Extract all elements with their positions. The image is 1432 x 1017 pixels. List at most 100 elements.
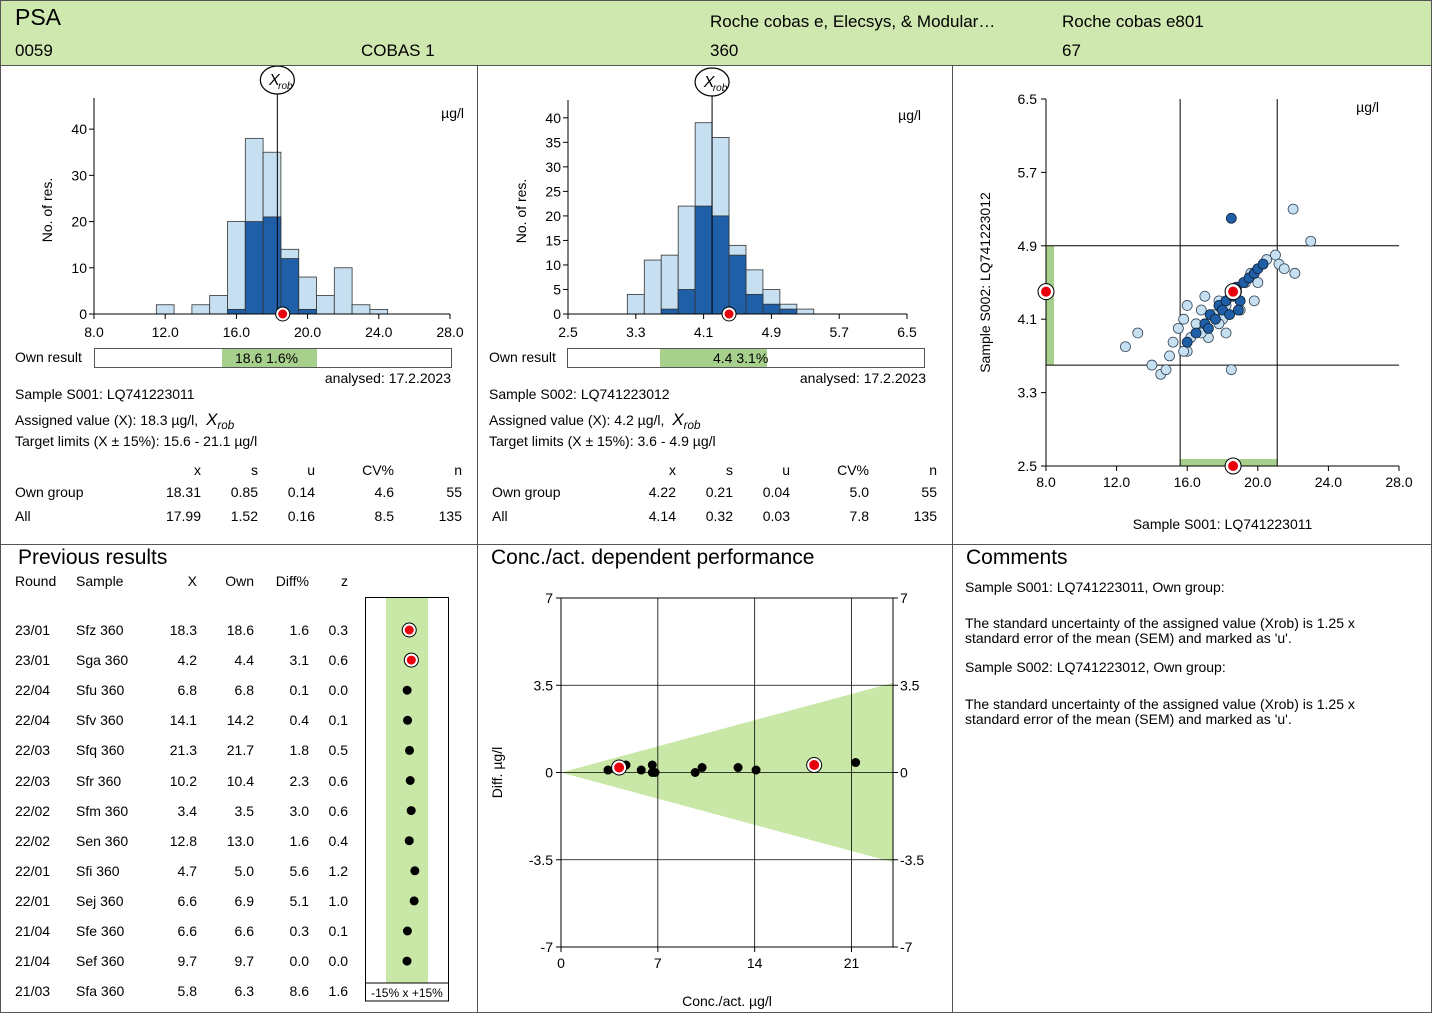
previous-results-title: Previous results	[18, 546, 168, 569]
previous-results-cell: 4.7	[177, 862, 197, 879]
scatter-point-all	[1178, 313, 1190, 325]
y-tick-label: 15	[545, 232, 561, 248]
unit-label: µg/l	[1356, 99, 1379, 115]
scatter-point-all	[1252, 277, 1264, 288]
previous-results-cell: 0.6	[328, 652, 348, 669]
xrob-label-sub: rob	[278, 81, 293, 92]
y-tick-label: -3.5	[529, 852, 553, 868]
previous-results-cell: 1.8	[289, 742, 309, 759]
histogram-bar-own	[298, 308, 317, 315]
performance-point	[733, 763, 743, 773]
y-tick-label: 30	[71, 167, 87, 183]
stats-cell: 17.99	[165, 508, 201, 524]
previous-results-cell: 2.3	[289, 772, 309, 789]
scatter-point-all	[1132, 327, 1144, 339]
scatter-point-own	[1202, 322, 1214, 334]
stats-header: u	[307, 462, 315, 478]
x-tick-label: 14	[747, 955, 763, 971]
previous-results-cell: 21/04	[15, 953, 51, 970]
previous-results-cell: Sfe 360	[76, 923, 125, 939]
scatter-point-all	[1167, 336, 1179, 348]
y-tick-label: 0	[545, 765, 553, 781]
comments-panel: Comments Sample S001: LQ741223011, Own g…	[952, 544, 1432, 1013]
histogram-bar-own	[694, 205, 713, 315]
comment-line: Sample S001: LQ741223011, Own group:	[965, 579, 1225, 595]
scatter-point-all	[1181, 300, 1193, 311]
scatter-point-own	[1210, 313, 1221, 325]
own-result-value: 18.6 1.6%	[235, 350, 299, 366]
histogram-bar-all	[626, 293, 645, 315]
previous-results-cell: 0.0	[328, 682, 348, 699]
previous-results-cell: 3.0	[289, 802, 309, 819]
previous-results-cell: 21.7	[226, 742, 254, 759]
y-tick-label: 5.7	[1018, 164, 1038, 180]
histogram-bar-all	[227, 221, 246, 315]
histogram-bar-all	[333, 267, 353, 315]
previous-results-header: Sample	[76, 573, 124, 589]
previous-results-cell: 6.6	[177, 923, 197, 939]
previous-results-cell: 0.5	[328, 742, 348, 759]
own-result-bar-fill	[222, 349, 317, 367]
stats-cell: 135	[438, 508, 462, 524]
y-tick-label: 35	[545, 134, 561, 150]
analysed-date: analysed: 17.2.2023	[799, 370, 926, 386]
x-tick-label: 2.5	[558, 324, 578, 340]
previous-results-diff-plot: -15% x +15%	[365, 597, 449, 1002]
scatter-point-all	[1287, 203, 1299, 215]
x-tick-label: 8.0	[1036, 474, 1056, 490]
unit-label: µg/l	[441, 105, 464, 121]
previous-results-cell: Sfq 360	[76, 742, 125, 759]
previous-results-cell: 22/03	[15, 742, 51, 759]
previous-results-cell: 9.7	[234, 953, 254, 970]
scatter-point-own	[1257, 258, 1269, 270]
performance-point	[697, 763, 707, 773]
scatter-point-all	[1225, 364, 1237, 376]
y-tick-label: 3.5	[534, 677, 554, 693]
previous-results-cell: 1.6	[289, 622, 309, 638]
histogram-bar-all	[369, 308, 389, 315]
sample2-histogram: 0 5 10 15 20 25 30 35 40 2.5 3.3 4.1 4.9 5.7 6.5 Xrob µg…	[513, 67, 921, 340]
own-result-point	[1228, 286, 1239, 297]
histogram-bar-own	[745, 293, 764, 315]
stats-header: n	[929, 462, 937, 478]
scatter-point-all	[1164, 350, 1175, 362]
previous-results-cell: 4.2	[177, 652, 197, 669]
previous-results-cell: Sef 360	[76, 953, 125, 970]
previous-results-cell: 18.3	[169, 622, 197, 638]
previous-results-cell: Sfu 360	[76, 682, 125, 699]
previous-results-cell: 3.1	[289, 652, 309, 669]
x-tick-label: 4.9	[762, 324, 782, 340]
histogram-bar-all	[155, 304, 175, 315]
xrob-symbol: X	[672, 410, 684, 429]
previous-results-cell: 0.6	[328, 772, 348, 789]
scatter-point-all	[1199, 290, 1211, 302]
y-tick-label-right: 0	[900, 765, 908, 781]
y-tick-label: 4.9	[1018, 238, 1038, 254]
previous-results-cell: 0.0	[289, 953, 309, 970]
histogram-bar-own	[779, 308, 798, 315]
previous-result-point	[405, 745, 415, 755]
previous-results-cell: 14.2	[226, 712, 254, 729]
comments-title: Comments	[966, 546, 1068, 569]
stats-cell: 0.14	[287, 484, 315, 500]
previous-results-cell: 6.3	[234, 983, 254, 1000]
xrob-marker	[694, 67, 730, 97]
x-tick-label: 7	[654, 955, 662, 971]
scatter-point-all	[1178, 345, 1190, 357]
y-tick-label: 0	[79, 306, 87, 322]
xrob-symbol: X	[206, 410, 218, 429]
y-tick-label-right: 3.5	[900, 677, 920, 693]
previous-results-cell: 22/02	[15, 832, 51, 849]
scatter-point-own	[1190, 327, 1202, 339]
stats-cell: 4.6	[374, 484, 394, 500]
stats-header: n	[454, 462, 462, 478]
x-tick-label: 8.0	[84, 324, 104, 340]
scatter-point-all	[1146, 359, 1158, 371]
previous-results-cell: 22/04	[15, 712, 51, 729]
stats-cell: 8.5	[374, 508, 394, 524]
performance-point	[650, 768, 660, 777]
histogram-bar-own	[227, 308, 246, 315]
diff-plot-label: -15% x +15%	[371, 986, 443, 1000]
